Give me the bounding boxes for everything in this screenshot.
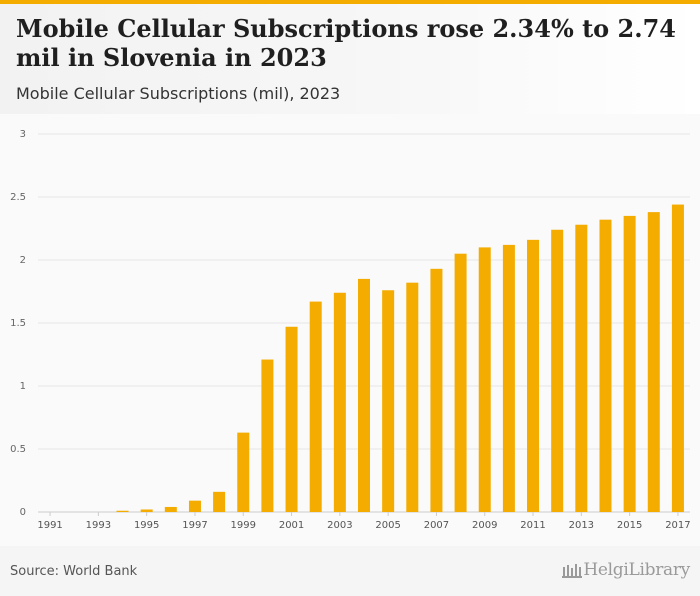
bar-2014[interactable] bbox=[599, 219, 612, 512]
x-tick-label: 1991 bbox=[37, 520, 62, 531]
bar-2002[interactable] bbox=[309, 301, 322, 512]
y-tick-label: 0.5 bbox=[10, 444, 26, 455]
bar-2000[interactable] bbox=[261, 359, 274, 512]
bar-2007[interactable] bbox=[430, 268, 443, 512]
plot-area: 0 0.5 1 1.5 2 2.5 3 1991 1993 1995 1997 1999 2001 20… bbox=[0, 114, 700, 546]
logo-text: HelgiLibrary bbox=[583, 560, 690, 580]
bar-1998[interactable] bbox=[213, 491, 226, 512]
bar-2008[interactable] bbox=[454, 253, 467, 512]
bar-1995[interactable] bbox=[140, 509, 153, 512]
x-tick-label: 2001 bbox=[279, 520, 304, 531]
bar-2009[interactable] bbox=[478, 247, 491, 512]
x-tick-label: 2011 bbox=[520, 520, 545, 531]
x-tick-label: 2009 bbox=[472, 520, 497, 531]
bar-2015[interactable] bbox=[623, 215, 636, 512]
bars bbox=[116, 204, 684, 512]
bar-2003[interactable] bbox=[333, 292, 346, 512]
y-tick-label: 2.5 bbox=[10, 192, 26, 203]
chart-subtitle: Mobile Cellular Subscriptions (mil), 202… bbox=[16, 84, 341, 103]
chart-header: Mobile Cellular Subscriptions rose 2.34%… bbox=[0, 4, 700, 114]
x-axis: 1991 1993 1995 1997 1999 2001 2003 2005 2007 2009… bbox=[37, 512, 691, 531]
x-tick-label: 2003 bbox=[327, 520, 352, 531]
accent-bar bbox=[0, 0, 700, 4]
y-tick-label: 3 bbox=[20, 129, 26, 140]
bar-1999[interactable] bbox=[237, 432, 250, 512]
y-tick-label: 1.5 bbox=[10, 318, 26, 329]
bar-2013[interactable] bbox=[575, 224, 588, 512]
bar-2004[interactable] bbox=[358, 278, 370, 512]
chart-title: Mobile Cellular Subscriptions rose 2.34%… bbox=[16, 14, 676, 72]
x-tick-label: 1999 bbox=[231, 520, 256, 531]
x-tick-label: 2017 bbox=[665, 520, 690, 531]
y-tick-label: 1 bbox=[20, 381, 26, 392]
x-tick-label: 1993 bbox=[86, 520, 111, 531]
bar-2006[interactable] bbox=[406, 282, 419, 512]
source-note: Source: World Bank bbox=[10, 564, 138, 579]
bar-2010[interactable] bbox=[502, 244, 515, 512]
y-tick-label: 0 bbox=[20, 507, 26, 518]
x-tick-label: 2007 bbox=[424, 520, 449, 531]
helgi-library-logo[interactable]: HelgiLibrary bbox=[561, 560, 690, 580]
x-tick-label: 2005 bbox=[375, 520, 400, 531]
y-axis: 0 0.5 1 1.5 2 2.5 3 bbox=[10, 129, 26, 518]
x-tick-label: 2013 bbox=[569, 520, 594, 531]
bar-2016[interactable] bbox=[647, 212, 660, 512]
library-icon bbox=[562, 564, 583, 578]
bar-1997[interactable] bbox=[188, 500, 201, 512]
bar-2012[interactable] bbox=[551, 229, 564, 512]
footer: Source: World Bank HelgiLibrary bbox=[0, 546, 700, 596]
bar-2011[interactable] bbox=[527, 239, 540, 512]
bar-2017[interactable] bbox=[671, 204, 684, 512]
x-tick-label: 2015 bbox=[617, 520, 642, 531]
bar-2001[interactable] bbox=[285, 326, 298, 512]
y-tick-label: 2 bbox=[20, 255, 26, 266]
bar-2005[interactable] bbox=[382, 290, 395, 512]
bar-chart: 0 0.5 1 1.5 2 2.5 3 1991 1993 1995 1997 1999 2001 20… bbox=[10, 129, 691, 531]
bar-1996[interactable] bbox=[164, 506, 177, 512]
bar-1994[interactable] bbox=[116, 510, 129, 512]
x-tick-label: 1997 bbox=[182, 520, 207, 531]
x-tick-label: 1995 bbox=[134, 520, 159, 531]
